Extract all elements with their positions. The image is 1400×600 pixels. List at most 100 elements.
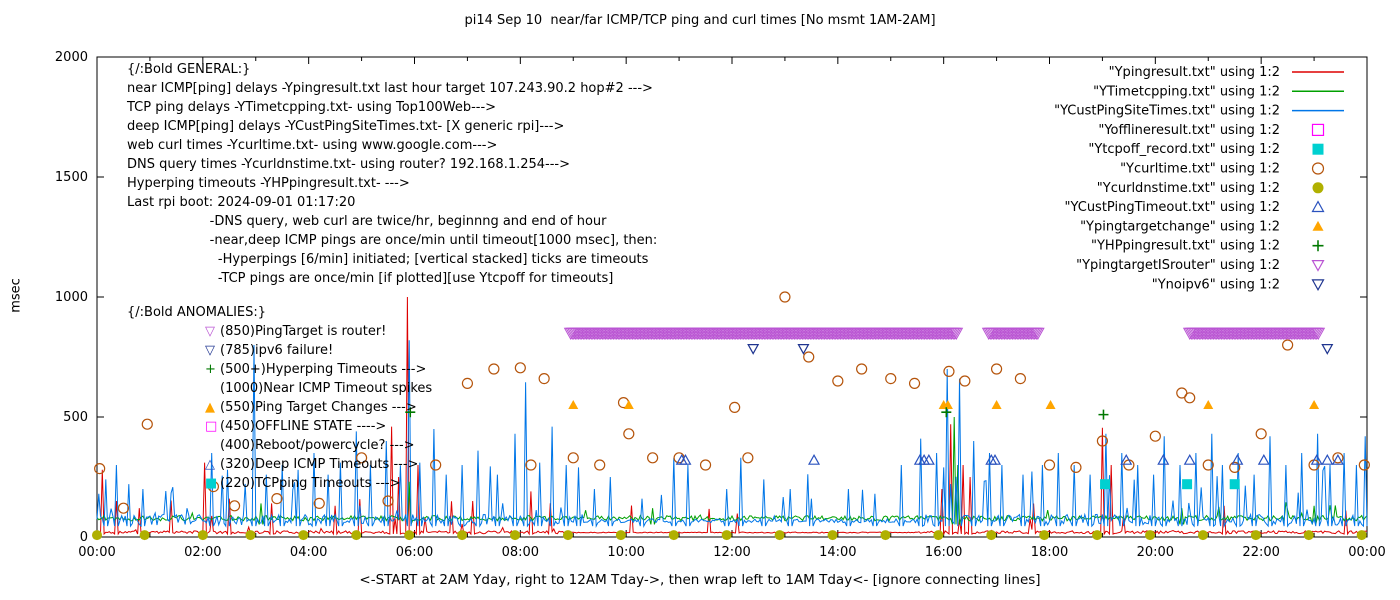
anomaly-item: + (500+)Hyperping Timeouts --->	[127, 360, 432, 379]
point-Ycurltime.txt	[1014, 373, 1026, 385]
point-Ytcpoff_record.txt	[1229, 479, 1240, 490]
point-Ypingtargetchange	[1045, 400, 1056, 409]
legend-label: "Ypingresult.txt" using 1:2	[1109, 65, 1280, 80]
legend-label: "Ynoipv6" using 1:2	[1152, 277, 1280, 292]
x-tick-label: 16:00	[925, 545, 962, 560]
anomaly-item: (400)Reboot/powercycle? --->	[127, 436, 432, 455]
x-tick-label: 12:00	[713, 545, 750, 560]
point-Ycurldnstime.txt	[668, 530, 679, 541]
x-tick-label: 06:00	[396, 545, 433, 560]
anomaly-text: (850)PingTarget is router!	[220, 324, 387, 339]
legend-label: "YTimetcpping.txt" using 1:2	[1093, 84, 1280, 99]
point-Ycurltime.txt	[990, 363, 1003, 375]
point-Ycurldnstime.txt	[1197, 530, 1208, 541]
x-axis-label: <-START at 2AM Yday, right to 12AM Tday-…	[359, 572, 1041, 588]
point-Ycurldnstime.txt	[615, 530, 626, 541]
point-Ypingtargetchange	[623, 400, 634, 409]
point-Ycurldnstime.txt	[404, 530, 415, 541]
y-tick-label: 0	[80, 530, 88, 545]
point-Ycurldnstime.txt	[933, 530, 944, 541]
legend-triangle-down-open-icon	[1311, 279, 1325, 292]
legend-circle-open-icon	[1311, 162, 1325, 175]
point-Ycurltime.txt	[207, 481, 220, 493]
point-Ycurltime.txt	[1282, 339, 1294, 351]
general-line: -near,deep ICMP pings are once/min until…	[127, 233, 658, 248]
point-Ycurltime.txt	[803, 351, 815, 363]
legend-label: "Yofflineresult.txt" using 1:2	[1098, 123, 1280, 138]
point-Ycurltime.txt	[1202, 459, 1214, 471]
point-Ycurltime.txt	[1308, 459, 1320, 471]
point-Ypingtargetchange	[991, 400, 1002, 409]
x-tick-label: 00:00	[78, 545, 115, 560]
general-line: Hyperping timeouts -YHPpingresult.txt- -…	[127, 176, 410, 191]
x-tick-label: 10:00	[607, 545, 644, 560]
anomaly-item: ▽ (850)PingTarget is router!	[127, 322, 432, 341]
point-Ycurltime.txt	[779, 291, 791, 303]
series-line-Ypingresult.txt	[96, 296, 1368, 536]
legend-label: "Ycurltime.txt" using 1:2	[1120, 162, 1280, 177]
general-line: web curl times -Ycurltime.txt- using www…	[127, 138, 498, 153]
point-Ynoipv6	[1321, 344, 1334, 355]
anomaly-item: □ (450)OFFLINE STATE ---->	[127, 417, 432, 436]
anomaly-text: (1000)Near ICMP Timeout spikes	[220, 381, 433, 396]
x-tick-label: 00:00	[1348, 545, 1385, 560]
point-Ycurltime.txt	[1229, 461, 1241, 473]
point-Ycurldnstime.txt	[1039, 530, 1050, 541]
point-Ycurltime.txt	[461, 377, 474, 389]
anomaly-text: (220)TCPping Timeouts --->	[220, 476, 401, 491]
point-Ypingtargetchange	[568, 400, 579, 409]
general-line: Last rpi boot: 2024-09-01 01:17:20	[127, 195, 356, 210]
point-YHPpingresult.txt	[405, 407, 416, 418]
anomaly-text: (320)Deep ICMP Timeouts --->	[220, 457, 419, 472]
x-tick-label: 22:00	[1242, 545, 1279, 560]
legend-label: "YpingtargetISrouter" using 1:2	[1076, 258, 1280, 273]
point-Ycurltime.txt	[623, 428, 635, 440]
chart-title: pi14 Sep 10 near/far ICMP/TCP ping and c…	[464, 13, 936, 28]
point-Ycurltime.txt	[1149, 430, 1161, 442]
legend-triangle-up-open-icon	[1311, 200, 1325, 213]
point-Ynoipv6	[797, 344, 810, 355]
band-YpingtargetISrouter	[1031, 327, 1045, 341]
point-YCustPingTimeout.txt	[1257, 453, 1270, 465]
x-tick-label: 14:00	[819, 545, 856, 560]
anomaly-text: (400)Reboot/powercycle? --->	[220, 438, 415, 453]
point-Ycurltime.txt	[959, 375, 971, 387]
anomaly-item: △ (320)Deep ICMP Timeouts --->	[127, 455, 432, 474]
anomaly-text: (785)ipv6 failure!	[220, 343, 334, 358]
point-Ycurltime.txt	[355, 452, 368, 464]
point-Ycurltime.txt	[908, 377, 921, 389]
point-Ycurltime.txt	[1176, 387, 1188, 399]
legend-square-open-icon	[1311, 123, 1325, 137]
point-Ycurldnstime.txt	[774, 530, 785, 541]
point-Ycurltime.txt	[1255, 428, 1267, 440]
point-Ycurldnstime.txt	[197, 530, 208, 541]
point-Ycurldnstime.txt	[457, 530, 468, 541]
band-YpingtargetISrouter	[949, 327, 964, 341]
point-Ycurltime.txt	[729, 401, 741, 413]
y-tick-label: 1500	[55, 170, 88, 185]
point-YCustPingTimeout.txt	[988, 453, 1002, 465]
triangle-up-filled-icon: ▲	[205, 400, 215, 415]
general-line: -TCP pings are once/min [if plotted][use…	[127, 271, 614, 286]
point-Ycurltime.txt	[567, 452, 579, 464]
anomaly-item: ▲ (550)Ping Target Changes --->	[127, 398, 432, 417]
point-Ycurltime.txt	[856, 363, 868, 375]
point-Ycurldnstime.txt	[721, 530, 732, 541]
general-header: {/:Bold GENERAL:}	[127, 62, 251, 77]
triangle-down-open-icon: ▽	[205, 324, 215, 339]
anomalies-header: {/:Bold ANOMALIES:}	[127, 305, 267, 320]
plus-icon: +	[205, 362, 216, 377]
y-tick-label: 1000	[55, 290, 88, 305]
point-Ycurltime.txt	[228, 500, 241, 512]
x-tick-label: 08:00	[502, 545, 539, 560]
point-Ycurldnstime.txt	[1250, 530, 1261, 541]
point-Ypingtargetchange	[1309, 400, 1320, 409]
anomaly-item: ▽ (785)ipv6 failure!	[127, 341, 432, 360]
y-tick-label: 500	[63, 410, 88, 425]
point-Ycurltime.txt	[647, 452, 659, 464]
point-Ycurltime.txt	[538, 373, 550, 385]
point-YCustPingTimeout.txt	[1183, 453, 1196, 465]
legend-label: "YCustPingSiteTimes.txt" using 1:2	[1054, 104, 1280, 119]
